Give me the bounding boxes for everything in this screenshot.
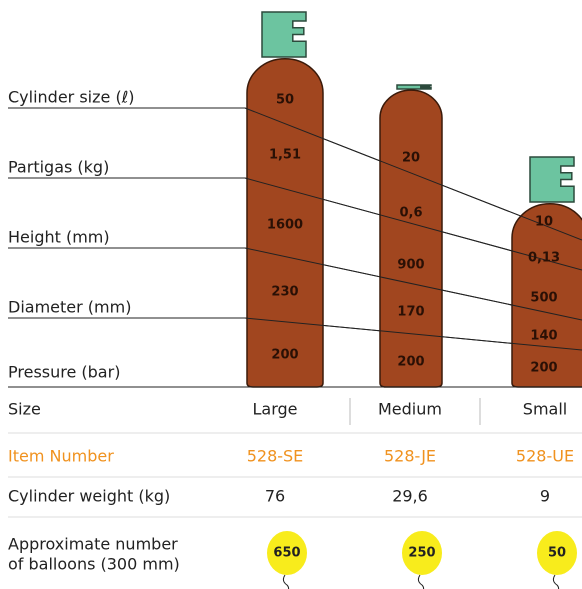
cylinder-value: 0,6 xyxy=(399,206,422,221)
table-cell: Small xyxy=(523,400,567,419)
cylinder-value: 170 xyxy=(397,305,424,320)
table-cell: Large xyxy=(252,400,297,419)
balloon-string xyxy=(281,575,289,589)
cylinder-body xyxy=(380,90,442,387)
infographic: 50 1,51 1600 230 200 20 0,6 900 170 200 10 0,13 500 1… xyxy=(0,0,582,589)
row-label: of balloons (300 mm) xyxy=(8,555,180,574)
cylinder-value: 1,51 xyxy=(269,148,301,163)
parameter-label: Cylinder size (ℓ) xyxy=(8,88,135,107)
cylinder-valve xyxy=(530,157,574,202)
cylinder-value: 140 xyxy=(530,329,557,344)
parameter-label: Pressure (bar) xyxy=(8,363,120,382)
parameter-label: Diameter (mm) xyxy=(8,298,131,317)
row-label: Cylinder weight (kg) xyxy=(8,487,170,506)
cylinder-value: 200 xyxy=(271,348,298,363)
cylinder-value: 1600 xyxy=(267,218,303,233)
cylinder-valve xyxy=(262,12,306,57)
balloon-count: 50 xyxy=(548,546,566,561)
table-cell: 29,6 xyxy=(392,487,428,506)
cylinder-value: 50 xyxy=(276,93,294,108)
cylinder-value: 200 xyxy=(397,355,424,370)
cylinder-value: 230 xyxy=(271,285,298,300)
cylinder-value: 20 xyxy=(402,151,420,166)
table-cell: 76 xyxy=(265,487,285,506)
cylinder-valve xyxy=(397,85,431,89)
row-label: Size xyxy=(8,400,41,419)
cylinder-value: 900 xyxy=(397,258,424,273)
balloon-count: 650 xyxy=(273,546,300,561)
table-cell: Medium xyxy=(378,400,442,419)
parameter-label: Partigas (kg) xyxy=(8,158,109,177)
table-cell: 9 xyxy=(540,487,550,506)
row-label: Approximate number xyxy=(8,535,178,554)
parameter-label: Height (mm) xyxy=(8,228,110,247)
cylinder-value: 200 xyxy=(530,361,557,376)
cylinder-value: 10 xyxy=(535,215,553,230)
row-label: Item Number xyxy=(8,447,114,466)
table-cell: 528-UE xyxy=(516,447,574,466)
balloon-string xyxy=(416,575,424,589)
cylinder-value: 0,13 xyxy=(528,251,560,266)
table-cell: 528-JE xyxy=(384,447,436,466)
balloon-string xyxy=(551,575,559,589)
table-cell: 528-SE xyxy=(247,447,304,466)
balloon-count: 250 xyxy=(408,546,435,561)
cylinder-value: 500 xyxy=(530,291,557,306)
